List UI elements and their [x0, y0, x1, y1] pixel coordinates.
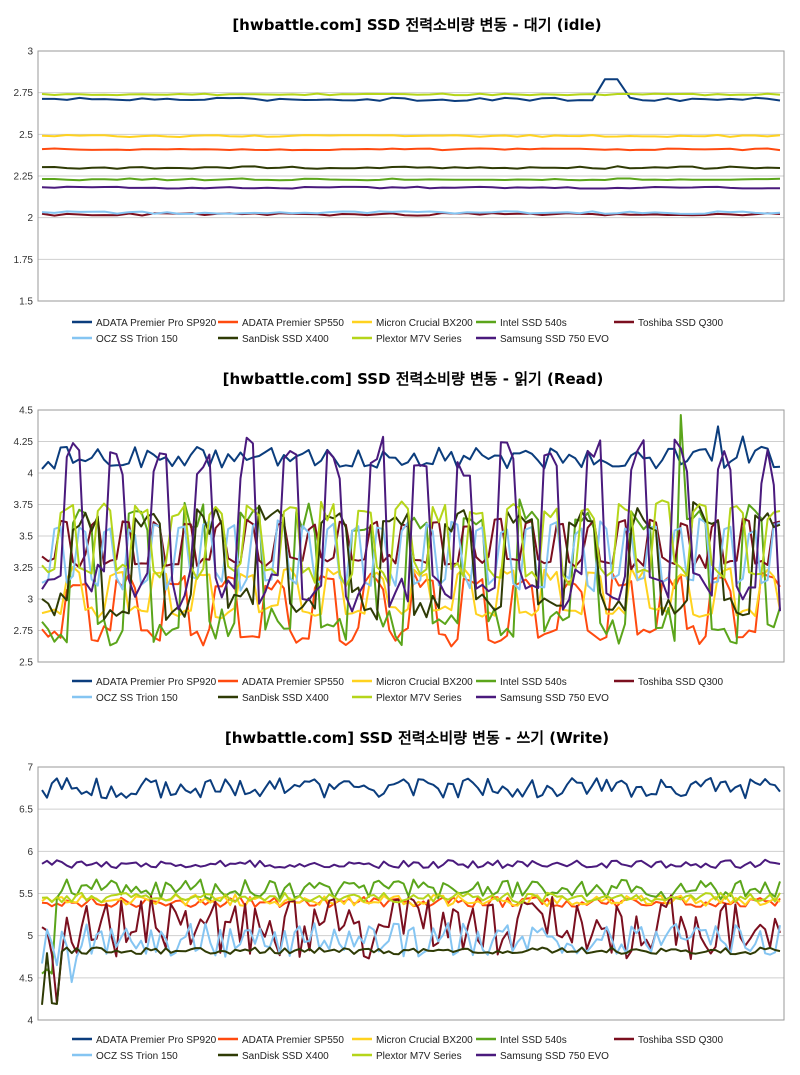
idle-chart-panel: [hwbattle.com] SSD 전력소비량 변동 - 대기 (idle) … [0, 0, 800, 360]
y-tick-label: 4.5 [19, 973, 33, 984]
legend-label: Intel SSD 540s [500, 318, 567, 329]
y-tick-label: 3 [27, 595, 33, 606]
y-tick-label: 3 [27, 47, 33, 58]
series-line [41, 858, 781, 869]
series-line [41, 435, 781, 613]
legend-label: Plextor M7V Series [376, 334, 462, 345]
plot-frame [37, 50, 785, 302]
legend: ADATA Premier Pro SP920 ADATA Premier SP5… [72, 318, 723, 345]
y-tick-label: 5.5 [19, 889, 33, 900]
legend-label: Samsung SSD 750 EVO [500, 693, 609, 704]
legend-label: ADATA Premier Pro SP920 [96, 318, 217, 329]
y-tick-label: 6 [27, 847, 33, 858]
legend-label: Toshiba SSD Q300 [638, 318, 723, 329]
y-tick-label: 4.5 [19, 406, 33, 417]
legend: ADATA Premier Pro SP920 ADATA Premier SP5… [72, 677, 723, 704]
legend-label: ADATA Premier SP550 [242, 677, 344, 688]
y-tick-label: 4 [27, 1016, 33, 1027]
read-chart-panel: [hwbattle.com] SSD 전력소비량 변동 - 읽기 (Read) … [0, 360, 800, 715]
chart-title: [hwbattle.com] SSD 전력소비량 변동 - 읽기 (Read) [223, 370, 604, 388]
legend-label: Micron Crucial BX200 [376, 318, 473, 329]
legend-label: ADATA Premier Pro SP920 [96, 677, 217, 688]
legend-label: Samsung SSD 750 EVO [500, 1051, 609, 1062]
legend-label: OCZ SS Trion 150 [96, 334, 178, 345]
y-tick-label: 2.25 [14, 172, 34, 183]
legend-label: Intel SSD 540s [500, 1035, 567, 1046]
series-line [41, 147, 781, 152]
y-tick-label: 1.75 [14, 255, 34, 266]
legend-label: SanDisk SSD X400 [242, 693, 329, 704]
y-tick-label: 1.5 [19, 297, 33, 308]
legend-label: Micron Crucial BX200 [376, 1035, 473, 1046]
series-line [41, 425, 781, 470]
legend-label: SanDisk SSD X400 [242, 334, 329, 345]
series-line [41, 210, 781, 215]
legend-label: OCZ SS Trion 150 [96, 1051, 178, 1062]
y-tick-label: 2.75 [14, 626, 34, 637]
y-tick-label: 3.25 [14, 563, 34, 574]
plot-frame [37, 766, 785, 1021]
series-line [41, 185, 780, 190]
series-line [41, 501, 781, 621]
series-line [41, 946, 781, 1005]
series-line [41, 894, 781, 1005]
legend-label: Plextor M7V Series [376, 693, 462, 704]
legend-label: ADATA Premier SP550 [242, 318, 344, 329]
legend-label: Plextor M7V Series [376, 1051, 462, 1062]
y-tick-label: 2.5 [19, 130, 33, 141]
plot-area: 4 4.5 5 5.5 6 6.5 7 [19, 763, 785, 1027]
y-tick-label: 5 [27, 931, 33, 942]
y-tick-label: 3.5 [19, 532, 33, 543]
series-line [41, 878, 781, 975]
series-line [41, 134, 781, 138]
y-tick-label: 3.75 [14, 500, 34, 511]
series-line [41, 92, 781, 97]
legend-label: Toshiba SSD Q300 [638, 677, 723, 688]
read-chart: [hwbattle.com] SSD 전력소비량 변동 - 읽기 (Read) … [14, 370, 785, 704]
series-line [41, 165, 781, 170]
y-tick-label: 7 [27, 763, 33, 774]
legend: ADATA Premier Pro SP920 ADATA Premier SP5… [72, 1035, 723, 1062]
chart-title: [hwbattle.com] SSD 전력소비량 변동 - 쓰기 (Write) [225, 729, 609, 747]
y-tick-label: 2.75 [14, 88, 34, 99]
plot-area: 2.5 2.75 3 3.25 3.5 3.75 4 4.25 4.5 [14, 406, 785, 669]
legend-label: Samsung SSD 750 EVO [500, 334, 609, 345]
legend-label: Toshiba SSD Q300 [638, 1035, 723, 1046]
y-tick-label: 4 [27, 469, 33, 480]
legend-label: SanDisk SSD X400 [242, 1051, 329, 1062]
legend-label: Micron Crucial BX200 [376, 677, 473, 688]
legend-label: ADATA Premier SP550 [242, 1035, 344, 1046]
series-line [41, 891, 781, 904]
series-line [42, 78, 781, 102]
series-line [41, 777, 781, 800]
plot-frame [37, 409, 785, 663]
write-chart: [hwbattle.com] SSD 전력소비량 변동 - 쓰기 (Write)… [19, 729, 785, 1062]
write-chart-panel: [hwbattle.com] SSD 전력소비량 변동 - 쓰기 (Write)… [0, 715, 800, 1075]
idle-chart: [hwbattle.com] SSD 전력소비량 변동 - 대기 (idle) … [14, 16, 785, 345]
y-tick-label: 2.5 [19, 658, 33, 669]
legend-label: ADATA Premier Pro SP920 [96, 1035, 217, 1046]
y-tick-label: 4.25 [14, 437, 34, 448]
y-tick-label: 6.5 [19, 805, 33, 816]
chart-title: [hwbattle.com] SSD 전력소비량 변동 - 대기 (idle) [232, 16, 601, 34]
legend-label: Intel SSD 540s [500, 677, 567, 688]
series-line [42, 177, 781, 182]
y-tick-label: 2 [27, 213, 33, 224]
legend-label: OCZ SS Trion 150 [96, 693, 178, 704]
series-line [41, 922, 781, 984]
plot-area: 1.5 1.75 2 2.25 2.5 2.75 3 [14, 47, 785, 308]
